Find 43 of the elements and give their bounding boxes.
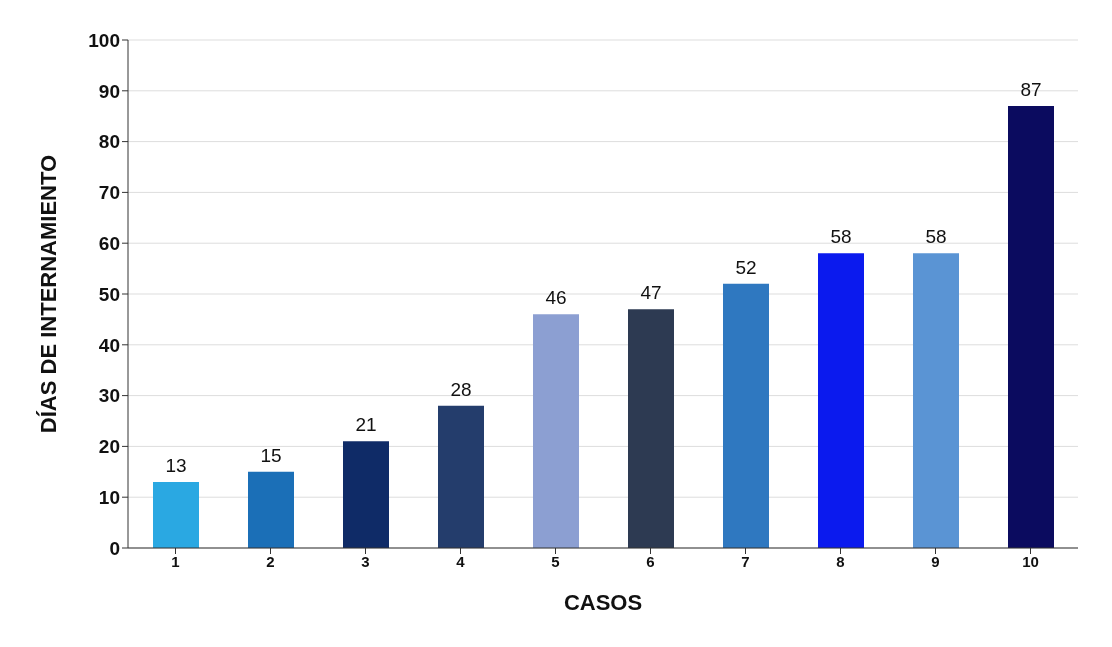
bar <box>723 283 769 548</box>
y-tick-label: 30 <box>98 385 120 407</box>
x-tick-label: 10 <box>1022 552 1039 570</box>
bar <box>628 309 674 548</box>
y-tick-label: 0 <box>109 537 120 559</box>
data-label: 28 <box>450 378 472 400</box>
y-tick-label: 100 <box>88 29 120 51</box>
y-tick-label: 90 <box>98 80 120 102</box>
y-tick-label: 40 <box>98 334 120 356</box>
data-label: 46 <box>545 287 567 309</box>
y-tick-label: 10 <box>98 486 120 508</box>
bar <box>818 253 864 548</box>
bar <box>343 441 389 548</box>
data-label: 13 <box>165 454 187 476</box>
x-tick-label: 4 <box>456 552 466 570</box>
y-tick-label: 50 <box>98 283 120 305</box>
x-tick-label: 5 <box>551 552 560 570</box>
x-axis-title: CASOS <box>563 590 643 615</box>
y-tick-label: 60 <box>98 232 120 254</box>
x-tick-label: 6 <box>646 552 655 570</box>
bar <box>1008 106 1054 548</box>
bar <box>533 314 579 548</box>
bar <box>913 253 959 548</box>
x-tick-label: 9 <box>931 552 940 570</box>
y-axis-title: DÍAS DE INTERNAMIENTO <box>35 154 61 434</box>
data-label: 58 <box>830 226 852 248</box>
bar <box>153 481 199 548</box>
x-tick-label: 3 <box>361 552 370 570</box>
bar <box>438 405 484 548</box>
y-tick-label: 80 <box>98 131 120 153</box>
data-label: 58 <box>925 226 947 248</box>
data-label: 52 <box>735 256 757 278</box>
y-tick-label: 70 <box>98 182 120 204</box>
y-tick-label: 20 <box>98 436 120 458</box>
data-label: 15 <box>260 444 282 466</box>
bar <box>248 471 294 548</box>
x-tick-label: 7 <box>741 552 750 570</box>
data-label: 21 <box>355 414 377 436</box>
data-label: 87 <box>1020 79 1042 101</box>
data-label: 47 <box>640 282 662 304</box>
x-tick-label: 1 <box>171 552 180 570</box>
x-tick-label: 8 <box>836 552 845 570</box>
x-tick-label: 2 <box>266 552 275 570</box>
